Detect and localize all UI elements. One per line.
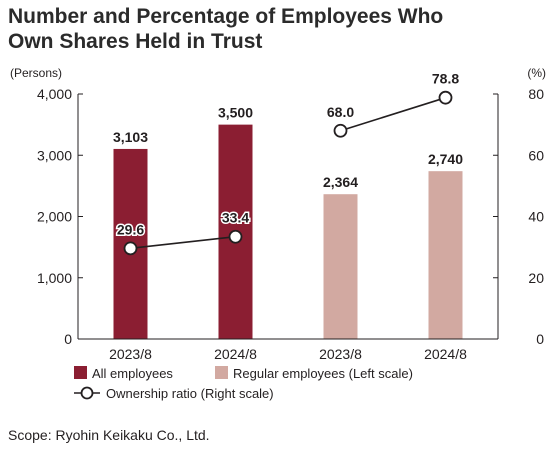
right-axis-tick-label: 40 — [528, 209, 544, 225]
ownership-ratio-label: 29.6 — [117, 221, 144, 237]
right-axis-unit-label: (%) — [527, 66, 546, 80]
x-axis-tick-label: 2024/8 — [214, 346, 257, 362]
right-axis-tick-label: 20 — [528, 270, 544, 286]
legend-swatch-all-employees — [74, 366, 87, 379]
legend-label-regular-employees: Regular employees (Left scale) — [233, 366, 413, 381]
x-axis-tick-label: 2023/8 — [109, 346, 152, 362]
legend-label-all-employees: All employees — [92, 366, 173, 381]
ownership-ratio-point — [333, 123, 348, 138]
left-axis-tick-label: 3,000 — [37, 147, 72, 163]
legend-swatch-regular-employees — [215, 366, 228, 379]
ownership-ratio-point — [438, 90, 453, 105]
chart-title-line2: Own Shares Held in Trust — [8, 30, 263, 53]
bar-value-label: 2,364 — [323, 174, 358, 190]
ownership-ratio-label: 33.4 — [222, 210, 249, 226]
left-axis-tick-label: 4,000 — [37, 86, 72, 102]
bar — [323, 194, 358, 339]
chart-title-line1: Number and Percentage of Employees Who — [8, 5, 444, 28]
right-axis-tick-label: 80 — [528, 86, 544, 102]
left-axis-tick-label: 0 — [64, 331, 72, 347]
ownership-ratio-line — [340, 96, 446, 132]
bar-value-label: 2,740 — [428, 151, 463, 167]
scope-note: Scope: Ryohin Keikaku Co., Ltd. — [8, 427, 210, 443]
ownership-ratio-line — [130, 235, 236, 250]
legend-marker-ownership-ratio — [80, 386, 94, 400]
left-axis-tick-label: 2,000 — [37, 209, 72, 225]
chart-title: Number and Percentage of Employees Who O… — [8, 4, 548, 54]
ownership-ratio-point — [123, 241, 138, 256]
left-axis-unit-label: (Persons) — [10, 66, 62, 80]
left-axis-tick-label: 1,000 — [37, 270, 72, 286]
bar-value-label: 3,103 — [113, 129, 148, 145]
chart-canvas: (Persons) (%) 4,000 3,000 2,000 1,000 0 80 60 40 2… — [10, 66, 546, 401]
right-axis-tick-label: 60 — [528, 147, 544, 163]
right-axis-tick-label: 0 — [536, 331, 544, 347]
bar-value-label: 3,500 — [218, 105, 253, 121]
bar — [428, 171, 463, 339]
ownership-ratio-label: 68.0 — [327, 104, 354, 120]
ownership-ratio-label: 78.8 — [432, 71, 459, 87]
ownership-ratio-point — [228, 229, 243, 244]
legend-label-ownership-ratio: Ownership ratio (Right scale) — [106, 386, 274, 401]
x-axis-tick-label: 2024/8 — [424, 346, 467, 362]
x-axis-tick-label: 2023/8 — [319, 346, 362, 362]
